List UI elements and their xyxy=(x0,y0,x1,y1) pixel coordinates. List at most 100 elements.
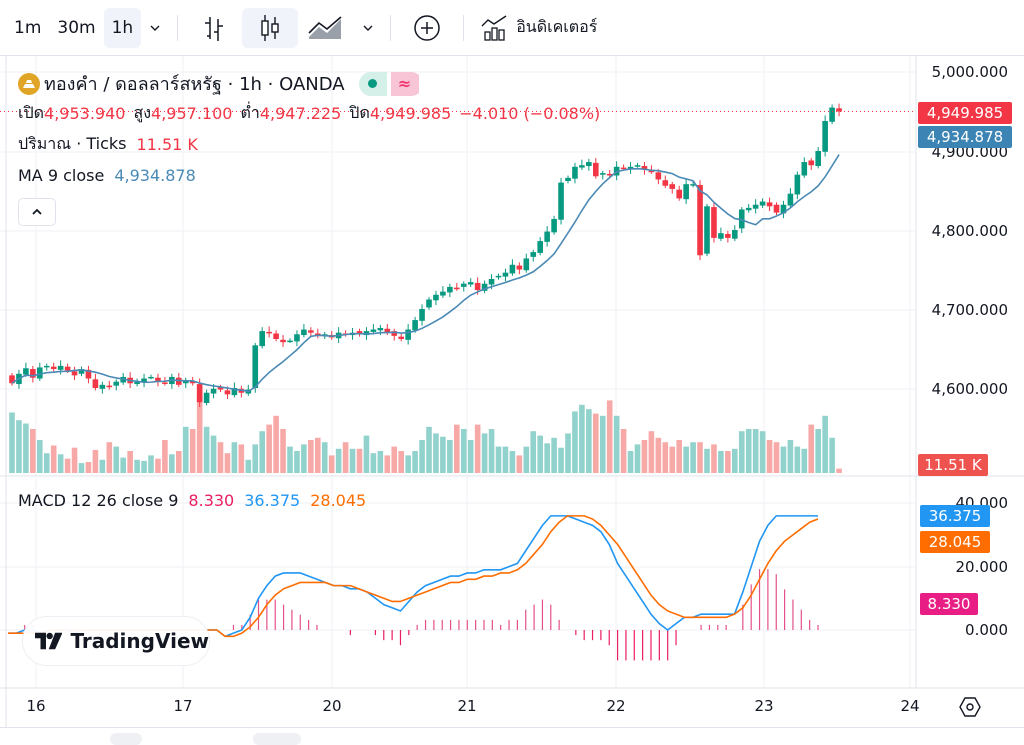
candle-body xyxy=(440,291,446,296)
volume-bar xyxy=(759,431,766,473)
candles-chart-type-button[interactable] xyxy=(242,7,299,48)
area-chart-type-button[interactable] xyxy=(298,8,354,48)
gold-symbol-icon xyxy=(18,72,40,95)
volume-bar xyxy=(224,453,231,473)
interval-1m-button[interactable]: 1m xyxy=(14,17,42,38)
candle-body xyxy=(71,371,78,376)
interval-1h-button[interactable]: 1h xyxy=(103,7,142,48)
volume-bar xyxy=(238,444,245,473)
tradingview-logo[interactable]: TradingView xyxy=(22,616,210,666)
candle-body xyxy=(224,390,231,395)
candle-body xyxy=(210,388,217,394)
volume-bar xyxy=(634,444,641,473)
candle-body xyxy=(266,331,272,334)
symbol-title[interactable]: ทองคำ / ดอลลาร์สหรัฐ · 1h · OANDA xyxy=(44,74,345,95)
volume-bar xyxy=(676,440,682,473)
candle-body xyxy=(301,329,307,336)
volume-value: 11.51 K xyxy=(136,135,198,154)
candle-body xyxy=(794,174,801,195)
volume-bar xyxy=(718,451,724,473)
candle-body xyxy=(676,189,682,199)
volume-bar xyxy=(363,435,370,473)
ohlc-legend: เปิด 4,953.940 สูง 4,957.100 ต่ำ 4,947.2… xyxy=(18,101,604,126)
volume-bar xyxy=(440,436,446,473)
volume-bar xyxy=(467,440,474,473)
macd-line-value: 36.375 xyxy=(244,491,301,510)
candle-body xyxy=(697,184,703,256)
bottom-tab-ghost xyxy=(110,733,142,745)
volume-legend[interactable]: ปริมาณ · Ticks 11.51 K xyxy=(18,132,202,157)
histogram-tag: 8.330 xyxy=(920,593,978,615)
volume-bar xyxy=(523,446,530,473)
volume-bar xyxy=(704,448,710,473)
volume-bar xyxy=(273,415,279,473)
low-label: ต่ำ xyxy=(240,103,260,122)
volume-bar xyxy=(593,413,599,473)
bars-icon xyxy=(205,16,224,41)
volume-bar xyxy=(398,451,404,473)
volume-bar xyxy=(391,446,398,473)
chart-settings-button[interactable] xyxy=(958,696,982,718)
time-axis-tick: 20 xyxy=(322,697,342,715)
price-axis-tick: 4,800.000 xyxy=(931,222,1008,240)
volume-bar xyxy=(78,463,85,473)
collapse-legend-button[interactable] xyxy=(18,198,56,226)
market-status-pill[interactable]: ≈ xyxy=(358,71,423,96)
compare-symbol-button[interactable] xyxy=(399,8,455,48)
signal-tag: 28.045 xyxy=(920,531,990,553)
candle-body xyxy=(808,160,815,166)
candle-body xyxy=(99,384,106,389)
volume-bar xyxy=(711,444,717,473)
bar-chart-type-button[interactable] xyxy=(186,8,242,48)
candle-body xyxy=(370,329,377,332)
interval-30m-button[interactable]: 30m xyxy=(57,17,96,38)
volume-bar xyxy=(662,442,669,473)
candle-body xyxy=(502,272,509,277)
candle-body xyxy=(259,331,265,347)
candle-body xyxy=(78,369,85,374)
macd-tag: 36.375 xyxy=(920,505,990,527)
candle-body xyxy=(488,278,495,285)
volume-bar xyxy=(787,440,794,473)
time-axis-tick: 17 xyxy=(173,697,193,715)
candle-body xyxy=(196,384,203,403)
volume-bar xyxy=(738,431,745,473)
candle-body xyxy=(398,336,404,340)
volume-bar xyxy=(780,446,787,473)
volume-bar xyxy=(245,459,252,473)
volume-bar xyxy=(57,454,64,473)
candle-body xyxy=(523,258,530,271)
macd-legend[interactable]: MACD 12 26 close 9 8.330 36.375 28.045 xyxy=(18,491,370,510)
candle-body xyxy=(544,231,550,242)
volume-bar xyxy=(335,448,342,473)
candle-body xyxy=(377,327,384,331)
candle-body xyxy=(773,204,780,213)
chart-type-dropdown-button[interactable] xyxy=(354,8,382,48)
candle-body xyxy=(662,180,669,186)
candle-body xyxy=(280,339,286,343)
ma-legend[interactable]: MA 9 close 4,934.878 xyxy=(18,166,200,185)
interval-dropdown-button[interactable] xyxy=(141,8,169,48)
candle-body xyxy=(711,207,717,238)
time-axis-tick: 21 xyxy=(457,697,477,715)
volume-bar xyxy=(162,440,168,473)
chevron-up-icon xyxy=(32,208,42,215)
volume-bar xyxy=(23,423,29,473)
time-axis-tick: 22 xyxy=(606,697,626,715)
candle-body xyxy=(738,209,745,229)
volume-bar xyxy=(599,415,606,473)
volume-bar xyxy=(641,440,648,473)
open-value: 4,953.940 xyxy=(44,104,126,123)
candle-body xyxy=(64,366,71,371)
indicators-button[interactable]: อินดิเคเตอร์ xyxy=(472,8,605,48)
candle-body xyxy=(363,331,370,336)
volume-bar xyxy=(801,448,808,473)
volume-bar xyxy=(287,446,293,473)
last-price-tag: 4,949.985 xyxy=(918,102,1012,124)
volume-bar xyxy=(565,433,571,473)
volume-bar xyxy=(252,444,259,473)
candle-body xyxy=(217,387,224,390)
candle-body xyxy=(155,377,161,382)
candle-body xyxy=(287,340,293,343)
